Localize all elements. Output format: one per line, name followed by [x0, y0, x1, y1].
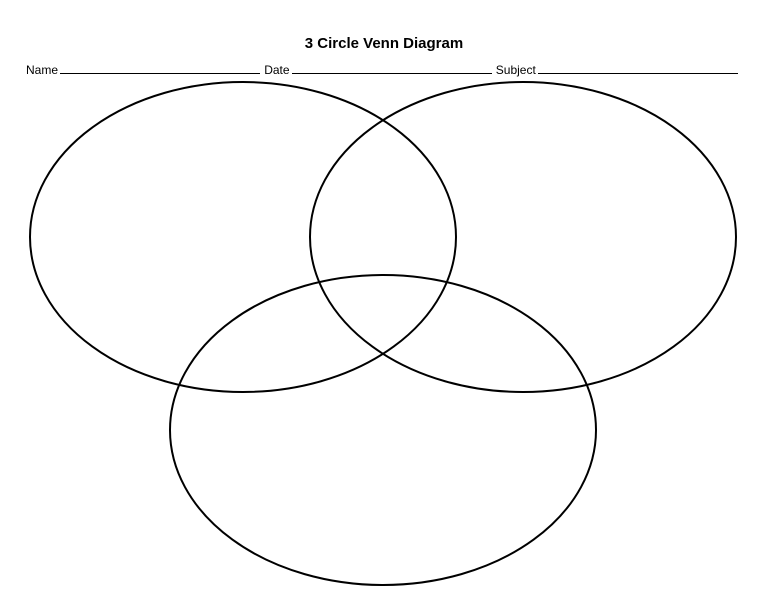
venn-ellipse-top-left: [30, 82, 456, 392]
fields-row: Name Date Subject: [0, 52, 768, 77]
date-line: [292, 62, 492, 74]
date-label: Date: [264, 63, 289, 77]
subject-line: [538, 62, 738, 74]
subject-label: Subject: [496, 63, 536, 77]
page-title: 3 Circle Venn Diagram: [0, 0, 768, 52]
name-label: Name: [26, 63, 58, 77]
venn-diagram: [0, 0, 768, 593]
venn-ellipse-bottom: [170, 275, 596, 585]
venn-ellipse-top-right: [310, 82, 736, 392]
name-line: [60, 62, 260, 74]
